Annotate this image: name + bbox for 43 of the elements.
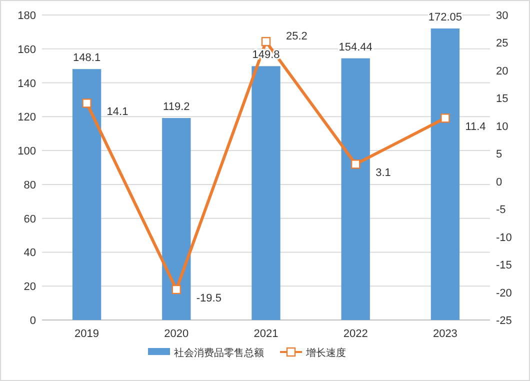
y-tick-label: 80	[24, 179, 36, 192]
data-label: -19.5	[196, 292, 222, 304]
y-tick-label: 120	[18, 112, 36, 124]
data-label: 154.44	[338, 41, 372, 54]
y2-tick-label: 0	[496, 176, 502, 188]
y2-tick-label: -15	[496, 260, 512, 272]
point	[82, 98, 92, 108]
y-tick-label: 60	[24, 213, 36, 226]
y-tick-label: 160	[18, 44, 36, 56]
point	[351, 160, 360, 169]
y-tick-label: 0	[30, 315, 36, 327]
y2-tick-label: 20	[496, 65, 508, 78]
y2-tick-label: -5	[496, 204, 506, 216]
y-tick-label: 40	[24, 247, 36, 260]
data-label: 11.4	[465, 121, 486, 134]
y-tick-label: 100	[18, 146, 36, 158]
y2-tick-label: 10	[496, 120, 508, 133]
x-tick-label: 2023	[432, 328, 458, 340]
data-label: 119.2	[163, 101, 190, 114]
data-label: 148.1	[73, 52, 101, 64]
y-tick-label: 180	[18, 10, 36, 22]
y2-tick-label: -20	[496, 287, 512, 300]
y2-tick-label: -25	[496, 315, 512, 327]
x-tick-label: 2022	[343, 328, 368, 340]
y-tick-label: 20	[24, 281, 36, 294]
data-label: 3.1	[376, 167, 391, 180]
data-label: 14.1	[106, 106, 128, 118]
y2-tick-label: 5	[496, 148, 502, 161]
y-tick-label: 140	[18, 78, 36, 90]
x-tick-label: 2019	[74, 328, 100, 340]
point	[261, 37, 271, 46]
y2-tick-label: 15	[496, 93, 508, 106]
x-tick-label: 2020	[164, 328, 189, 340]
point	[440, 114, 450, 123]
y2-tick-label: -10	[496, 232, 512, 244]
point	[172, 284, 181, 294]
data-label: 25.2	[286, 30, 308, 43]
x-tick-label: 2021	[254, 328, 278, 340]
y2-tick-label: 25	[496, 38, 508, 50]
y2-tick-label: 30	[496, 10, 508, 22]
data-label: 172.05	[428, 11, 462, 24]
legend-label: 增长速度	[305, 347, 346, 359]
legend-label: 社会消费品零售总额	[174, 347, 264, 359]
